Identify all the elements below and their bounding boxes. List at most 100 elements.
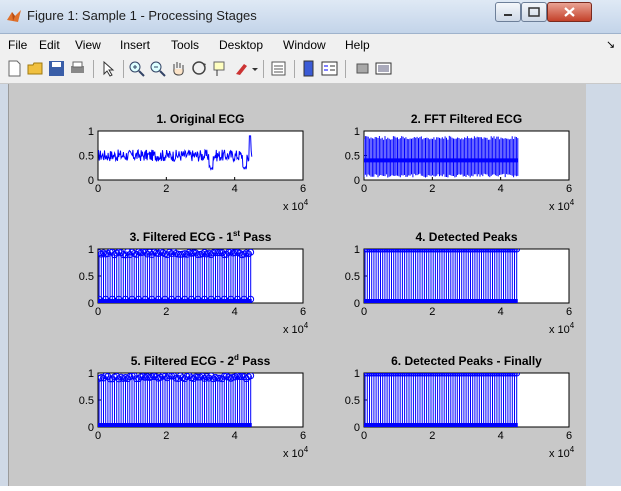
y-tick-label: 0 [354, 175, 360, 187]
axes-box [97, 130, 304, 181]
insert-legend-icon[interactable] [321, 60, 338, 77]
window-title: Figure 1: Sample 1 - Processing Stages [27, 8, 257, 23]
y-tick-label: 1 [88, 244, 94, 256]
show-plot-tools-icon[interactable] [375, 60, 392, 77]
figure-canvas[interactable]: 1. Original ECG 0 2 4 6 0 0.5 1 x 104 2. FFT Filt… [8, 84, 587, 486]
pan-hand-icon[interactable] [170, 60, 187, 77]
x-tick-label: 6 [300, 306, 306, 318]
matlab-logo-icon [7, 10, 21, 22]
subplot-2[interactable]: 2. FFT Filtered ECG 0 2 4 6 0 0.5 1 x 104 [345, 112, 575, 213]
x-exponent-label: x 104 [549, 198, 575, 213]
insert-colorbar-icon[interactable] [300, 60, 317, 77]
print-icon[interactable] [69, 60, 86, 77]
y-tick-label: 0 [354, 422, 360, 434]
link-plot-icon[interactable] [270, 60, 287, 77]
x-tick-label: 6 [300, 430, 306, 442]
menu-view[interactable]: View [75, 38, 101, 52]
filtered-band [364, 135, 519, 178]
stem-lines [98, 375, 252, 427]
x-tick-label: 6 [300, 183, 306, 195]
y-tick-label: 1 [88, 368, 94, 380]
x-tick-label: 2 [429, 430, 435, 442]
subplot-6[interactable]: 6. Detected Peaks - Finally 0 2 4 6 0 0.5 1 x 10… [345, 354, 575, 460]
toolbar-separator [345, 60, 346, 78]
brush-dropdown-icon[interactable] [251, 60, 259, 77]
brush-icon[interactable] [233, 60, 250, 77]
subplot-title: 4. Detected Peaks [415, 230, 517, 244]
close-icon [564, 7, 575, 17]
minimize-icon [504, 14, 512, 16]
rotate-3d-icon[interactable] [191, 60, 208, 77]
subplot-4[interactable]: 4. Detected Peaks 0 2 4 6 0 0.5 1 x 104 [345, 230, 575, 336]
menu-insert[interactable]: Insert [120, 38, 151, 52]
x-tick-label: 2 [163, 430, 169, 442]
plot-area [98, 135, 253, 171]
x-tick-label: 4 [498, 183, 504, 195]
menu-edit[interactable]: Edit [39, 38, 60, 52]
new-figure-icon[interactable] [6, 60, 23, 77]
y-tick-label: 0 [88, 422, 94, 434]
close-button[interactable] [547, 2, 592, 22]
menu-overflow-arrow-icon[interactable]: ↘ [606, 39, 616, 51]
menu-help[interactable]: Help [345, 38, 370, 52]
minimize-button[interactable] [495, 2, 521, 22]
x-tick-label: 0 [95, 306, 101, 318]
y-tick-label: 1 [354, 244, 360, 256]
x-exponent-label: x 104 [549, 445, 575, 460]
figure-toolbar [0, 55, 621, 84]
plot-area [364, 135, 519, 178]
x-exponent-label: x 104 [283, 321, 309, 336]
x-tick-label: 6 [566, 306, 572, 318]
toolbar-separator [123, 60, 124, 78]
save-icon[interactable] [48, 60, 65, 77]
hide-plot-tools-icon[interactable] [354, 60, 371, 77]
data-cursor-icon[interactable] [212, 60, 229, 77]
menu-desktop[interactable]: Desktop [219, 38, 264, 52]
plot-area [98, 373, 255, 427]
maximize-button[interactable] [521, 2, 547, 22]
toolbar-separator [294, 60, 295, 78]
menu-window[interactable]: Window [283, 38, 326, 52]
stem-lines [364, 249, 518, 303]
x-tick-label: 0 [361, 306, 367, 318]
subplot-3[interactable]: 3. Filtered ECG - 1st Pass 0 2 4 6 0 0.5 1 x 104 [79, 229, 309, 336]
plot-area [364, 249, 521, 303]
window-edge [586, 84, 621, 486]
x-exponent-label: x 104 [283, 198, 309, 213]
subplot-title: 3. Filtered ECG - 1st Pass [130, 229, 272, 244]
menu-tools[interactable]: Tools [171, 38, 200, 52]
toolbar-separator [93, 60, 94, 78]
x-tick-label: 0 [361, 430, 367, 442]
ecg-trace [98, 135, 253, 171]
subplot-title: 2. FFT Filtered ECG [411, 112, 522, 126]
y-tick-label: 0.5 [79, 151, 94, 163]
open-file-icon[interactable] [27, 60, 44, 77]
stem-lines [98, 251, 252, 303]
y-tick-label: 0.5 [345, 395, 360, 407]
subplot-title: 6. Detected Peaks - Finally [391, 354, 542, 368]
subplot-1[interactable]: 1. Original ECG 0 2 4 6 0 0.5 1 x 104 [79, 112, 309, 213]
subplot-5[interactable]: 5. Filtered ECG - 2d Pass 0 2 4 6 0 0.5 1 x 104 [79, 353, 309, 460]
y-tick-label: 1 [354, 126, 360, 138]
y-tick-label: 0.5 [79, 395, 94, 407]
x-tick-label: 0 [95, 183, 101, 195]
menu-file[interactable]: File [8, 38, 28, 52]
zoom-in-icon[interactable] [128, 60, 145, 77]
x-tick-label: 4 [498, 306, 504, 318]
x-tick-label: 2 [163, 306, 169, 318]
title-bar[interactable]: Figure 1: Sample 1 - Processing Stages [0, 0, 621, 34]
menu-bar: File Edit View Insert Tools Desktop Wind… [0, 34, 621, 55]
plot-area [98, 249, 255, 303]
stem-lines [364, 373, 518, 427]
edit-plot-arrow-icon[interactable] [100, 60, 117, 77]
x-tick-label: 4 [232, 430, 238, 442]
plot-area [364, 373, 521, 427]
subplot-title: 5. Filtered ECG - 2d Pass [131, 353, 271, 368]
y-tick-label: 0 [88, 175, 94, 187]
x-tick-label: 6 [566, 430, 572, 442]
x-tick-label: 6 [566, 183, 572, 195]
maximize-icon [528, 7, 540, 17]
zoom-out-icon[interactable] [149, 60, 166, 77]
